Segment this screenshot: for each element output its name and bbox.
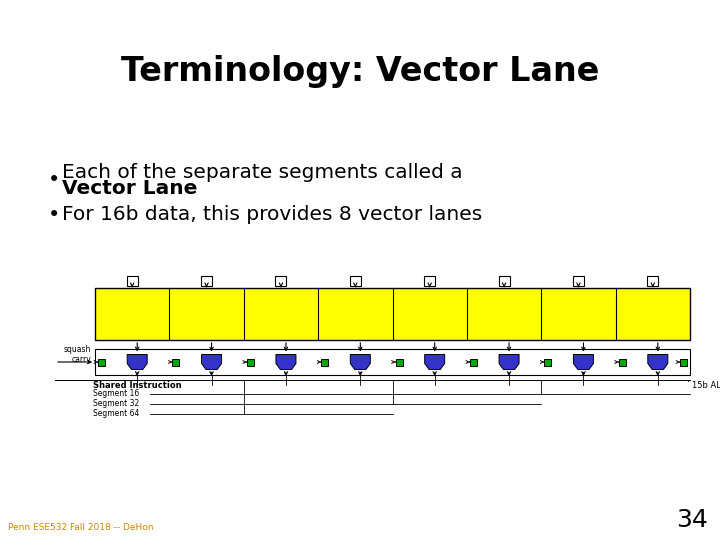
Polygon shape (351, 354, 370, 369)
Text: squash
carry: squash carry (63, 345, 91, 364)
Bar (618, 359, 626, 366)
Text: Segment 16: Segment 16 (93, 389, 139, 399)
Text: Vector Lane: Vector Lane (62, 179, 197, 199)
Bar (127, 276, 138, 286)
Text: •: • (48, 205, 60, 225)
Polygon shape (127, 354, 147, 369)
Text: 34: 34 (676, 508, 708, 532)
Bar (172, 359, 179, 366)
Bar (544, 359, 552, 366)
Text: Each of the separate segments called a: Each of the separate segments called a (62, 163, 463, 181)
Bar (95, 349, 690, 375)
Text: 15b ALU blocks: 15b ALU blocks (692, 381, 720, 390)
Polygon shape (573, 354, 593, 369)
Bar (95, 288, 690, 340)
Text: Segment 32: Segment 32 (93, 400, 139, 408)
Text: Shared Instruction: Shared Instruction (93, 381, 181, 390)
Text: •: • (48, 170, 60, 190)
Polygon shape (276, 354, 296, 369)
Bar (680, 359, 687, 366)
Bar (573, 276, 584, 286)
Bar (201, 276, 212, 286)
Bar (498, 276, 510, 286)
Text: For 16b data, this provides 8 vector lanes: For 16b data, this provides 8 vector lan… (62, 206, 482, 225)
Bar (98, 359, 105, 366)
Bar (470, 359, 477, 366)
Polygon shape (499, 354, 519, 369)
Text: Segment 64: Segment 64 (93, 409, 140, 418)
Polygon shape (425, 354, 445, 369)
Text: Penn ESE532 Fall 2018 -- DeHon: Penn ESE532 Fall 2018 -- DeHon (8, 523, 153, 532)
Polygon shape (202, 354, 222, 369)
Bar (350, 276, 361, 286)
Bar (247, 359, 253, 366)
Polygon shape (648, 354, 668, 369)
Text: Terminology: Vector Lane: Terminology: Vector Lane (121, 56, 599, 89)
Bar (424, 276, 435, 286)
Bar (395, 359, 402, 366)
Bar (276, 276, 287, 286)
Bar (321, 359, 328, 366)
Bar (647, 276, 658, 286)
